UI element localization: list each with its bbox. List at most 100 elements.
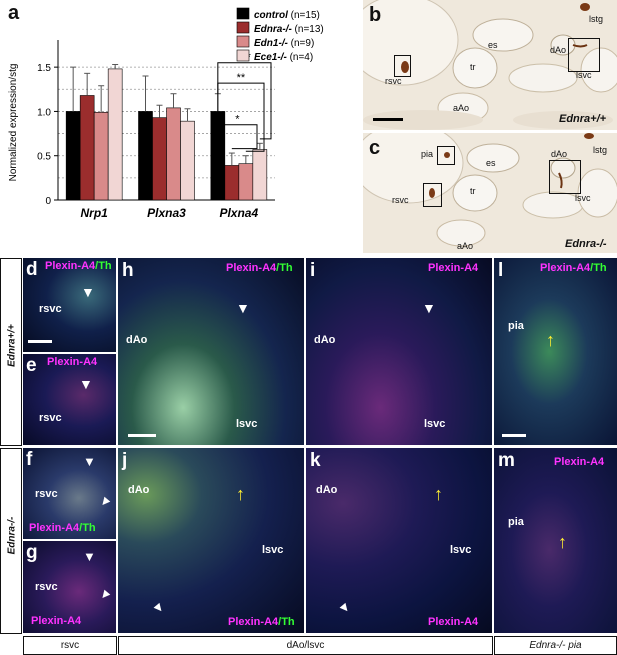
panel-letter-m: m <box>498 450 515 471</box>
label-aAo-c: aAo <box>457 241 474 251</box>
histology-c-drawing <box>363 133 617 253</box>
x-category-label: Plxna4 <box>219 206 258 220</box>
arrowhead-k: ▼ <box>334 597 355 618</box>
x-category-label: Plxna3 <box>147 206 186 220</box>
arrowhead-g1: ▼ <box>83 549 96 564</box>
panel-letter-a: a <box>8 2 20 24</box>
panel-letter-e: e <box>26 355 37 376</box>
inset-box-rsvc-c <box>423 183 442 207</box>
panel-i: i Plexin-A4 dAo lsvc ▼ <box>306 258 492 445</box>
plexin-label-h: Plexin-A4 <box>226 262 277 274</box>
bar <box>138 111 153 201</box>
panel-letter-l: l <box>498 260 504 281</box>
bar <box>93 112 109 201</box>
th-label-d: /Th <box>95 260 112 272</box>
bar <box>224 165 240 201</box>
panel-k: k dAo lsvc Plexin-A4 ↑ ▼ <box>306 448 492 633</box>
label-d-marker: Plexin-A4/Th <box>45 260 112 272</box>
inset-box-pia <box>437 146 455 165</box>
y-tick-label: 1.0 <box>37 107 51 118</box>
panel-letter-h: h <box>122 260 134 281</box>
th-label-j: /Th <box>278 616 295 628</box>
label-tr: tr <box>470 62 476 72</box>
panel-letter-k: k <box>310 450 321 471</box>
label-pia: pia <box>421 149 434 159</box>
bar <box>152 117 167 201</box>
panel-letter-f: f <box>26 449 33 470</box>
legend-swatch <box>236 49 250 62</box>
row-label-box-wt <box>0 258 22 446</box>
label-pia-l: pia <box>508 320 524 332</box>
plexin-label-k: Plexin-A4 <box>428 616 479 628</box>
scale-bar-l <box>502 434 526 437</box>
arrowhead-e: ▼ <box>79 376 93 392</box>
label-dAo-i: dAo <box>314 334 336 346</box>
plexin-label-e: Plexin-A4 <box>47 356 98 368</box>
label-rsvc-f: rsvc <box>35 488 58 500</box>
label-dAo: dAo <box>550 45 567 55</box>
panel-l: l Plexin-A4/Th pia ↑ <box>494 258 617 445</box>
label-l-marker: Plexin-A4/Th <box>540 262 607 274</box>
bar <box>252 149 268 201</box>
arrow-j: ↑ <box>236 484 245 504</box>
panel-e: e Plexin-A4 rsvc ▼ <box>23 354 116 445</box>
label-rsvc-e: rsvc <box>39 412 62 424</box>
label-dAo-h: dAo <box>126 334 148 346</box>
significance-label: * <box>235 114 240 126</box>
inset-box-rsvc <box>394 55 411 77</box>
inset-box-dAo-c <box>549 160 581 194</box>
bar <box>107 68 123 201</box>
bar <box>238 163 254 201</box>
panel-h: h Plexin-A4/Th dAo lsvc ▼ <box>118 258 304 445</box>
arrow-k: ↑ <box>434 484 443 504</box>
label-es: es <box>488 40 498 50</box>
genotype-label-c: Ednra-/- <box>565 238 607 250</box>
y-tick-label: 0 <box>45 196 51 207</box>
arrow-m: ↑ <box>558 532 567 552</box>
plexin-label-l: Plexin-A4 <box>540 262 591 274</box>
legend-label: Ednra-/- (n=13) <box>254 24 324 35</box>
panel-letter-b: b <box>369 4 382 26</box>
bar <box>65 111 81 201</box>
genotype-label-b: Ednra+/+ <box>559 113 607 125</box>
label-j-marker: Plexin-A4/Th <box>228 616 295 628</box>
x-category-label: Nrp1 <box>80 206 108 220</box>
label-rsvc-d: rsvc <box>39 303 62 315</box>
label-dAo-k: dAo <box>316 484 338 496</box>
significance-bracket <box>217 62 272 140</box>
plexin-label-f: Plexin-A4 <box>29 522 80 534</box>
label-lsvc-h: lsvc <box>236 418 258 430</box>
label-lstg: lstg <box>589 14 604 24</box>
bottom-label-pia: Ednra-/- pia <box>494 636 617 655</box>
row-label-wt: Ednra+/+ <box>6 324 18 367</box>
label-tr-c: tr <box>470 186 476 196</box>
label-rsvc-c: rsvc <box>392 195 409 205</box>
label-lsvc-i: lsvc <box>424 418 446 430</box>
th-label-f: /Th <box>79 522 96 534</box>
label-f-marker: Plexin-A4/Th <box>29 522 96 534</box>
arrowhead-f1: ▼ <box>83 454 96 469</box>
histology-b-drawing <box>363 0 617 130</box>
panel-m: m Plexin-A4 pia ↑ <box>494 448 617 633</box>
label-lsvc-k: lsvc <box>450 544 472 556</box>
row-label-ko: Ednra-/- <box>6 516 18 555</box>
panel-j: j dAo lsvc Plexin-A4/Th ↑ ▼ <box>118 448 304 633</box>
panel-d: d Plexin-A4/Th rsvc ▼ <box>23 258 116 352</box>
arrowhead-h: ▼ <box>236 300 250 316</box>
panel-letter-j: j <box>122 450 128 471</box>
histology-panel-b: b lstg es tr rsvc dAo lsvc aAo Ednra+/+ <box>363 0 617 130</box>
panel-g: g rsvc Plexin-A4 ▼ ▼ <box>23 541 116 633</box>
significance-bracket <box>217 93 258 150</box>
legend-swatch <box>236 7 250 20</box>
panel-letter-c: c <box>369 137 381 159</box>
label-lsvc-j: lsvc <box>262 544 284 556</box>
label-lstg-c: lstg <box>593 145 608 155</box>
y-axis-label: Normalized expression/stg <box>8 64 19 182</box>
bar <box>166 107 181 201</box>
label-lsvc: lsvc <box>576 70 592 80</box>
th-label-h: /Th <box>276 262 293 274</box>
panel-letter-d: d <box>26 259 38 280</box>
arrowhead-f2: ▼ <box>95 491 116 512</box>
inset-box-lsvc <box>568 38 600 72</box>
panel-letter-i: i <box>310 260 316 281</box>
